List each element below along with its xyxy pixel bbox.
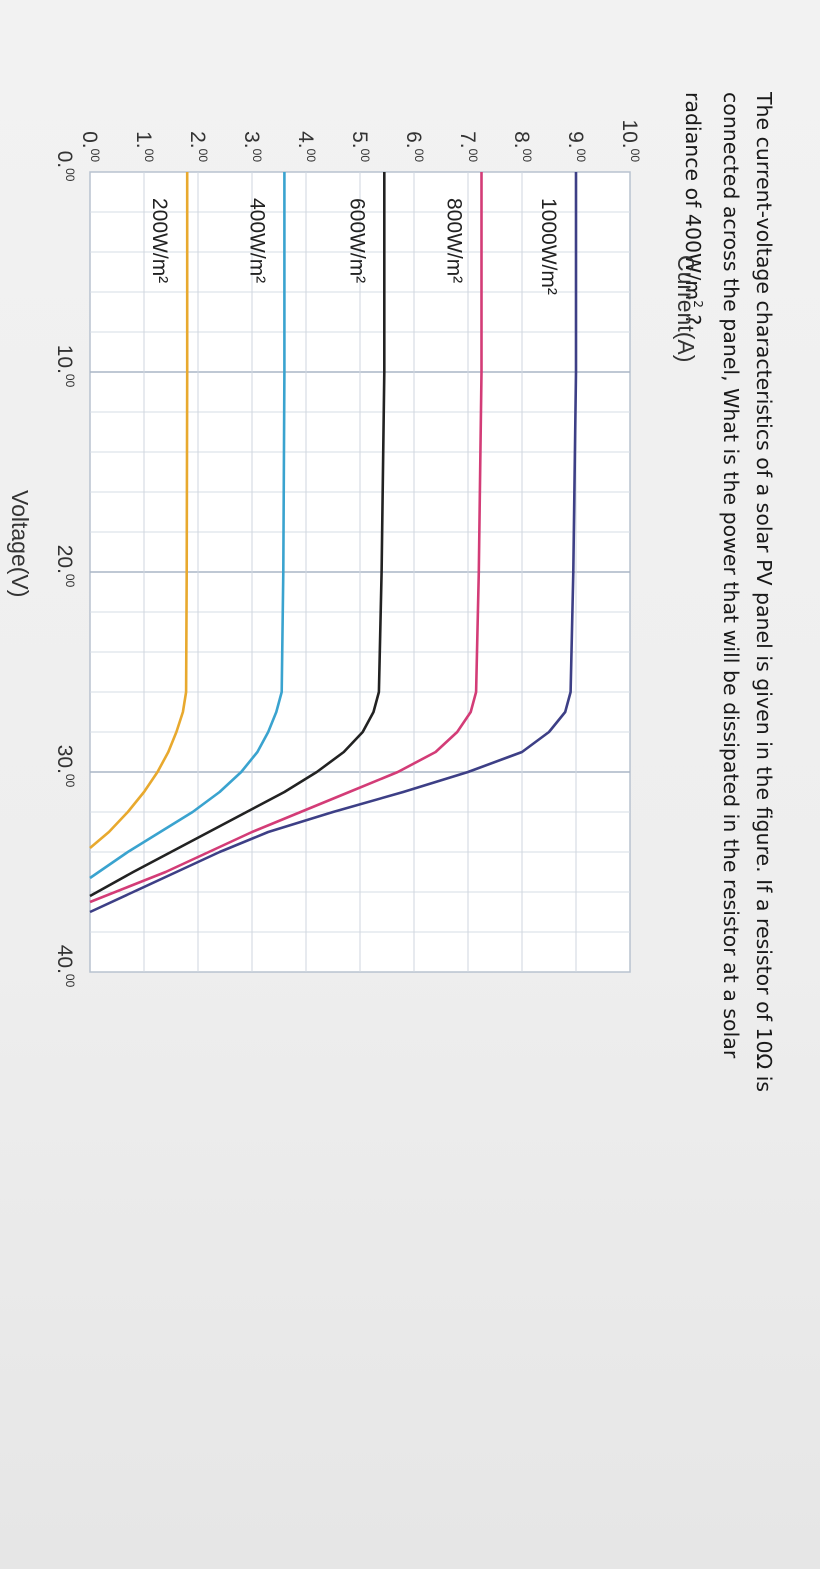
series-label-1: 800W/m² bbox=[443, 198, 466, 283]
series-line-4 bbox=[89, 172, 189, 849]
x-tick-label: 20.00 bbox=[53, 545, 77, 588]
series-line-3 bbox=[89, 172, 286, 880]
y-tick-label: 2.00 bbox=[186, 131, 210, 162]
y-tick-label: 5.00 bbox=[348, 131, 372, 162]
grid bbox=[90, 172, 630, 972]
y-tick-label: 7.00 bbox=[456, 131, 480, 162]
x-tick-labels: 0.00 10.00 20.00 30.00 40.00 bbox=[53, 151, 77, 988]
y-tick-label: 10.00 bbox=[618, 119, 642, 162]
series-label-0: 1000W/m² bbox=[537, 198, 560, 295]
y-tick-label: 0.00 bbox=[78, 131, 102, 162]
x-tick-label: 30.00 bbox=[53, 745, 77, 788]
y-tick-label: 4.00 bbox=[294, 131, 318, 162]
series-labels: 1000W/m² 800W/m² 600W/m² 400W/m² 200W/m² bbox=[148, 198, 560, 295]
y-tick-label: 6.00 bbox=[402, 131, 426, 162]
series-line-1 bbox=[89, 172, 483, 904]
series-line-2 bbox=[89, 172, 386, 898]
series-group bbox=[89, 172, 578, 914]
y-axis-title: Current(A) bbox=[673, 255, 699, 362]
y-tick-label: 9.00 bbox=[564, 131, 588, 162]
y-tick-label: 3.00 bbox=[240, 131, 264, 162]
series-label-3: 400W/m² bbox=[245, 198, 268, 283]
series-line-0 bbox=[89, 172, 578, 914]
x-tick-label: 40.00 bbox=[53, 945, 77, 988]
x-tick-label: 10.00 bbox=[53, 345, 77, 388]
y-tick-label: 1.00 bbox=[132, 131, 156, 162]
y-tick-label: 8.00 bbox=[510, 131, 534, 162]
series-label-2: 600W/m² bbox=[345, 198, 368, 283]
series-label-4: 200W/m² bbox=[148, 198, 171, 283]
y-tick-labels: 0.00 1.00 2.00 3.00 4.00 5.00 6.00 7.00 8.00 9.00… bbox=[78, 119, 642, 162]
x-axis-title: Voltage(V) bbox=[7, 490, 33, 597]
x-tick-label: 0.00 bbox=[53, 151, 77, 182]
